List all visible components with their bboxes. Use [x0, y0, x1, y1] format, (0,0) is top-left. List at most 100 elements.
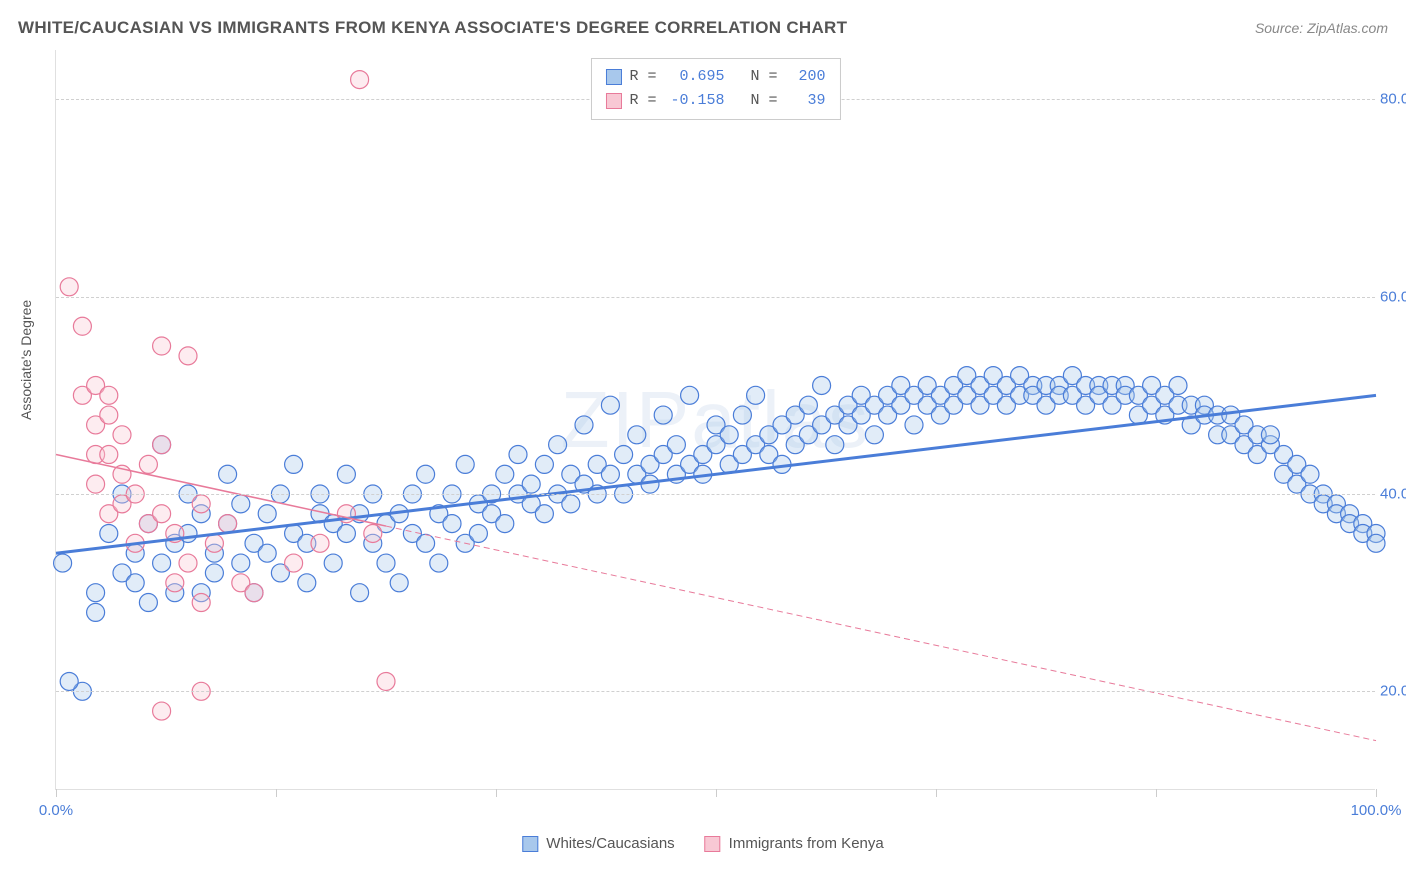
scatter-point: [153, 702, 171, 720]
scatter-point: [100, 386, 118, 404]
scatter-point: [139, 594, 157, 612]
scatter-point: [73, 317, 91, 335]
scatter-point: [430, 554, 448, 572]
scatter-point: [192, 495, 210, 513]
scatter-point: [1261, 426, 1279, 444]
scatter-point: [417, 465, 435, 483]
y-tick-label: 80.0%: [1380, 91, 1406, 108]
scatter-point: [469, 524, 487, 542]
scatter-point: [337, 465, 355, 483]
scatter-point: [192, 594, 210, 612]
x-tick: [1156, 789, 1157, 797]
correlation-legend: R = 0.695 N = 200R = -0.158 N = 39: [590, 58, 840, 120]
scatter-point: [126, 574, 144, 592]
scatter-point: [179, 554, 197, 572]
scatter-point: [1169, 376, 1187, 394]
scatter-point: [153, 505, 171, 523]
scatter-point: [747, 386, 765, 404]
y-axis-label: Associate's Degree: [18, 300, 34, 420]
scatter-point: [509, 446, 527, 464]
plot-svg: [56, 50, 1375, 789]
legend-n-value: 39: [786, 89, 826, 113]
scatter-point: [377, 554, 395, 572]
plot-region: ZIPatlas R = 0.695 N = 200R = -0.158 N =…: [55, 50, 1375, 790]
scatter-point: [496, 465, 514, 483]
scatter-point: [100, 524, 118, 542]
legend-r-label: R =: [629, 65, 656, 89]
legend-swatch: [605, 69, 621, 85]
legend-n-label: N =: [733, 89, 778, 113]
y-tick-label: 40.0%: [1380, 486, 1406, 503]
scatter-point: [615, 446, 633, 464]
scatter-point: [153, 436, 171, 454]
scatter-point: [681, 386, 699, 404]
scatter-point: [443, 515, 461, 533]
scatter-point: [285, 554, 303, 572]
scatter-point: [813, 376, 831, 394]
x-tick: [496, 789, 497, 797]
scatter-point: [285, 455, 303, 473]
legend-swatch: [705, 836, 721, 852]
scatter-point: [245, 584, 263, 602]
chart-area: ZIPatlas R = 0.695 N = 200R = -0.158 N =…: [55, 50, 1375, 790]
scatter-point: [1367, 534, 1385, 552]
scatter-point: [205, 564, 223, 582]
scatter-point: [535, 455, 553, 473]
scatter-point: [337, 524, 355, 542]
scatter-point: [535, 505, 553, 523]
scatter-point: [113, 426, 131, 444]
scatter-point: [826, 436, 844, 454]
scatter-point: [351, 584, 369, 602]
scatter-point: [54, 554, 72, 572]
legend-row: R = -0.158 N = 39: [605, 89, 825, 113]
scatter-point: [575, 416, 593, 434]
y-tick-label: 20.0%: [1380, 683, 1406, 700]
scatter-point: [1301, 465, 1319, 483]
legend-n-value: 200: [786, 65, 826, 89]
scatter-point: [667, 436, 685, 454]
scatter-point: [100, 406, 118, 424]
scatter-point: [390, 574, 408, 592]
series-legend: Whites/Caucasians Immigrants from Kenya: [522, 835, 883, 852]
scatter-point: [258, 505, 276, 523]
scatter-point: [865, 426, 883, 444]
scatter-point: [364, 524, 382, 542]
scatter-point: [60, 278, 78, 296]
x-tick: [56, 789, 57, 797]
scatter-point: [311, 534, 329, 552]
scatter-point: [351, 71, 369, 89]
scatter-point: [628, 426, 646, 444]
scatter-point: [324, 554, 342, 572]
legend-r-value: 0.695: [665, 65, 725, 89]
legend-r-value: -0.158: [665, 89, 725, 113]
x-tick: [276, 789, 277, 797]
x-tick-label: 100.0%: [1351, 802, 1402, 819]
scatter-point: [456, 455, 474, 473]
scatter-point: [720, 426, 738, 444]
scatter-point: [179, 347, 197, 365]
scatter-point: [232, 554, 250, 572]
source-label: Source: ZipAtlas.com: [1255, 20, 1388, 36]
legend-series-label: Whites/Caucasians: [546, 835, 674, 852]
legend-n-label: N =: [733, 65, 778, 89]
x-tick: [936, 789, 937, 797]
scatter-point: [232, 495, 250, 513]
scatter-point: [496, 515, 514, 533]
scatter-point: [100, 446, 118, 464]
scatter-point: [87, 603, 105, 621]
scatter-point: [258, 544, 276, 562]
legend-series-label: Immigrants from Kenya: [729, 835, 884, 852]
scatter-point: [139, 455, 157, 473]
scatter-point: [522, 475, 540, 493]
scatter-point: [562, 495, 580, 513]
scatter-point: [153, 337, 171, 355]
scatter-point: [87, 584, 105, 602]
scatter-point: [219, 465, 237, 483]
scatter-point: [219, 515, 237, 533]
legend-bottom-item: Whites/Caucasians: [522, 835, 674, 852]
gridline-h: [56, 494, 1375, 495]
legend-swatch: [522, 836, 538, 852]
scatter-point: [799, 396, 817, 414]
scatter-point: [549, 436, 567, 454]
scatter-point: [601, 465, 619, 483]
